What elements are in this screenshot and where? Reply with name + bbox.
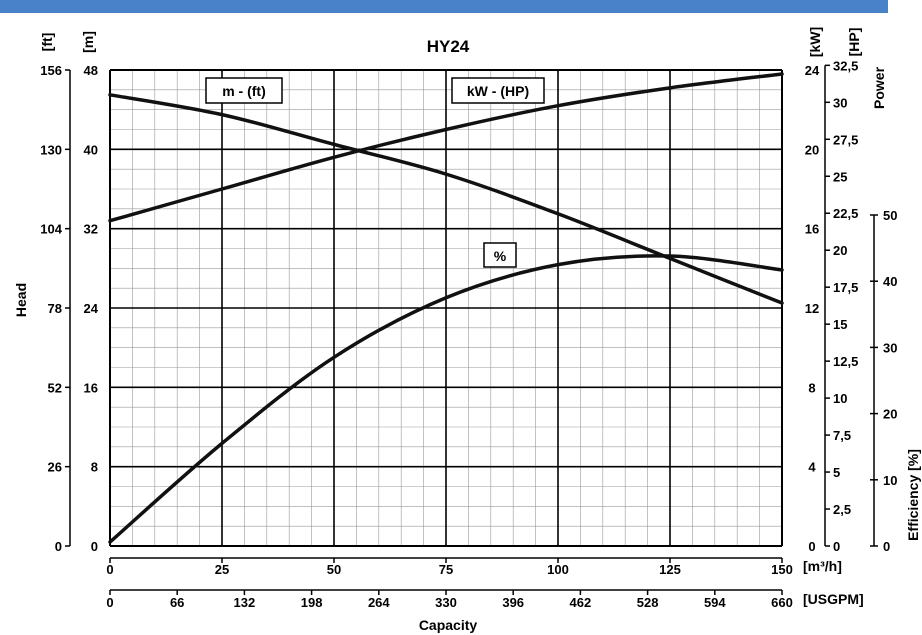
tick-label-usgpm: 198 — [301, 595, 323, 610]
tick-label-hp: 2,5 — [833, 502, 851, 517]
legend-label-power: kW - (HP) — [467, 83, 529, 99]
tick-label-hp: 32,5 — [833, 58, 858, 73]
tick-label-usgpm: 462 — [570, 595, 592, 610]
power-curve — [108, 72, 784, 223]
top-accent-bar — [0, 0, 888, 13]
tick-label-m: 32 — [84, 222, 98, 237]
unit-label-hp: [HP] — [846, 28, 862, 57]
tick-label-usgpm: 528 — [637, 595, 659, 610]
tick-label-usgpm: 132 — [234, 595, 256, 610]
legend-box-efficiency: % — [483, 242, 517, 268]
tick-label-m3h: 25 — [215, 562, 229, 577]
x-unit-usgpm: [USGPM] — [803, 591, 864, 607]
tick-label-hp: 30 — [833, 95, 847, 110]
tick-label-hp: 12,5 — [833, 354, 858, 369]
tick-label-usgpm: 264 — [368, 595, 390, 610]
legend-box-power: kW - (HP) — [451, 77, 545, 104]
tick-label-m: 40 — [84, 142, 98, 157]
tick-label-efficiency: 0 — [883, 539, 890, 554]
tick-label-usgpm: 660 — [771, 595, 793, 610]
tick-label-m: 24 — [84, 301, 99, 316]
efficiency-curve — [108, 254, 784, 544]
tick-label-hp: 5 — [833, 465, 840, 480]
tick-label-efficiency: 10 — [883, 473, 897, 488]
tick-label-hp: 0 — [833, 539, 840, 554]
tick-label-usgpm: 594 — [704, 595, 726, 610]
tick-label-m3h: 100 — [547, 562, 569, 577]
legend-label-head: m - (ft) — [222, 83, 266, 99]
tick-label-hp: 27,5 — [833, 132, 858, 147]
tick-label-kw: 4 — [808, 460, 816, 475]
unit-label-m: [m] — [80, 31, 96, 53]
y-axis-title-power: Power — [871, 66, 887, 109]
tick-label-m: 0 — [91, 539, 98, 554]
tick-label-hp: 7,5 — [833, 428, 851, 443]
unit-label-kw: [kW] — [807, 27, 823, 57]
tick-label-ft: 130 — [40, 142, 62, 157]
tick-label-efficiency: 50 — [883, 208, 897, 223]
tick-label-kw: 24 — [805, 63, 820, 78]
tick-label-usgpm: 0 — [106, 595, 113, 610]
tick-label-usgpm: 396 — [502, 595, 524, 610]
tick-label-ft: 0 — [55, 539, 62, 554]
tick-label-ft: 52 — [48, 380, 62, 395]
tick-label-kw: 12 — [805, 301, 819, 316]
x-unit-m3h: [m³/h] — [803, 558, 842, 574]
tick-label-hp: 15 — [833, 317, 847, 332]
tick-label-m3h: 0 — [106, 562, 113, 577]
tick-label-m3h: 75 — [439, 562, 453, 577]
tick-label-kw: 16 — [805, 222, 819, 237]
tick-label-efficiency: 40 — [883, 274, 897, 289]
tick-label-ft: 78 — [48, 301, 62, 316]
head-curve — [108, 93, 784, 305]
tick-label-m3h: 150 — [771, 562, 793, 577]
legend-label-efficiency: % — [494, 248, 507, 264]
tick-label-m: 48 — [84, 63, 98, 78]
tick-label-ft: 26 — [48, 460, 62, 475]
unit-label-ft: [ft] — [39, 33, 55, 52]
y-axis-title-efficiency: Efficiency [%] — [905, 449, 921, 541]
tick-label-m3h: 125 — [659, 562, 681, 577]
y-axis-title-head: Head — [13, 283, 29, 317]
tick-label-hp: 22,5 — [833, 206, 858, 221]
tick-label-hp: 17,5 — [833, 280, 858, 295]
tick-label-m: 16 — [84, 380, 98, 395]
chart-title: HY24 — [427, 37, 470, 56]
tick-label-efficiency: 20 — [883, 407, 897, 422]
x-axis-title: Capacity — [419, 617, 478, 633]
tick-label-ft: 104 — [40, 222, 62, 237]
tick-label-ft: 156 — [40, 63, 62, 78]
legend-box-head: m - (ft) — [205, 77, 283, 104]
tick-label-efficiency: 30 — [883, 340, 897, 355]
tick-label-hp: 10 — [833, 391, 847, 406]
tick-label-usgpm: 66 — [170, 595, 184, 610]
tick-label-kw: 8 — [808, 380, 815, 395]
tick-label-hp: 25 — [833, 169, 847, 184]
tick-label-hp: 20 — [833, 243, 847, 258]
tick-label-kw: 0 — [808, 539, 815, 554]
tick-label-m: 8 — [91, 460, 98, 475]
tick-label-usgpm: 330 — [435, 595, 457, 610]
tick-label-m3h: 50 — [327, 562, 341, 577]
tick-label-kw: 20 — [805, 142, 819, 157]
